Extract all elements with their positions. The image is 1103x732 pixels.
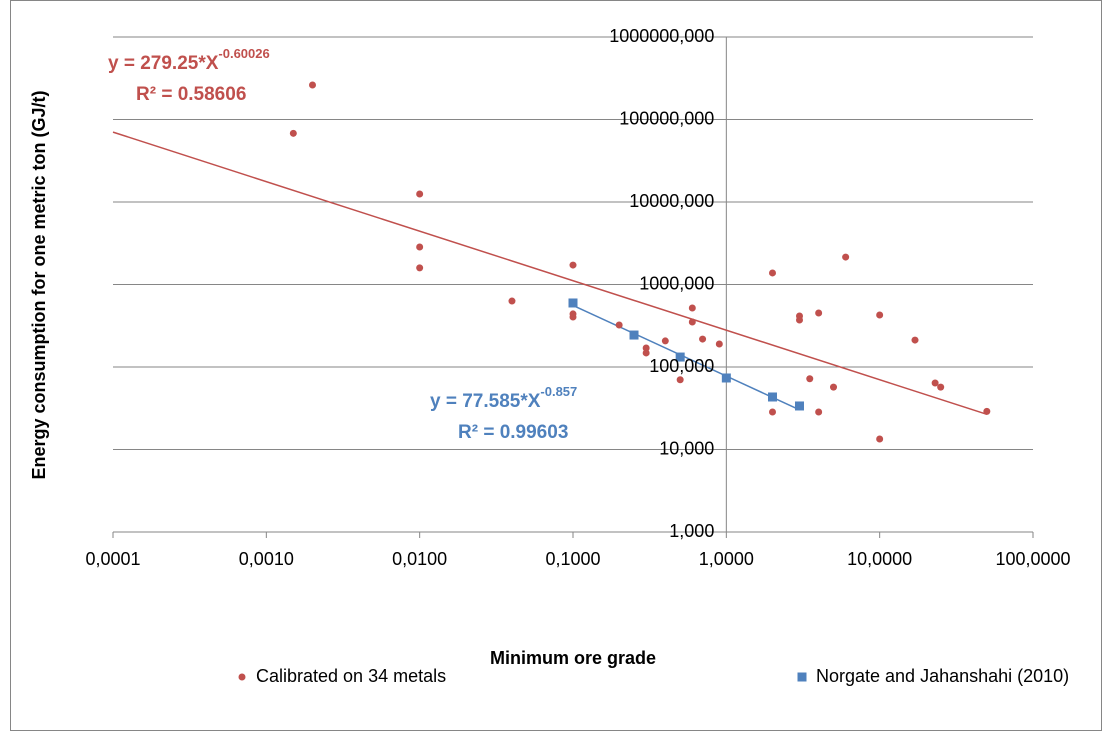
legend-swatch	[797, 672, 807, 682]
equation-exponent: -0.60026	[218, 46, 269, 61]
point	[699, 335, 707, 343]
point	[768, 269, 776, 277]
point	[795, 316, 803, 324]
y-tick-label: 100000,000	[619, 108, 714, 128]
chart-frame	[10, 0, 1102, 731]
trendline	[112, 131, 988, 416]
r-squared: R² = 0.99603	[458, 422, 568, 443]
point	[416, 190, 424, 198]
point	[931, 379, 939, 387]
x-tick-label: 0,1000	[545, 549, 600, 569]
legend-label: Norgate and Jahanshahi (2010)	[816, 666, 1069, 686]
point	[661, 337, 669, 345]
point	[937, 383, 945, 391]
point	[416, 264, 424, 272]
point	[715, 340, 723, 348]
legend-label: Calibrated on 34 metals	[256, 666, 446, 686]
point	[688, 304, 696, 312]
r-squared: R² = 0.58606	[136, 84, 246, 105]
point	[794, 401, 804, 411]
x-tick-label: 0,0001	[85, 549, 140, 569]
point	[815, 309, 823, 317]
point	[768, 408, 776, 416]
point	[289, 129, 297, 137]
plot-area	[112, 81, 991, 443]
point	[876, 311, 884, 319]
point	[688, 318, 696, 326]
point	[983, 407, 991, 415]
point	[629, 330, 639, 340]
x-axis-title: Minimum ore grade	[490, 648, 656, 668]
y-tick-label: 10000,000	[629, 191, 714, 211]
y-tick-label: 1000000,000	[609, 26, 714, 46]
grid	[112, 36, 1034, 538]
point	[569, 261, 577, 269]
point	[675, 352, 685, 362]
point	[642, 349, 650, 357]
trendline	[572, 304, 800, 411]
x-tick-label: 0,0010	[239, 549, 294, 569]
point	[308, 81, 316, 89]
y-axis-title: Energy consumption for one metric ton (G…	[29, 90, 49, 479]
y-tick-label: 1,000	[669, 521, 714, 541]
equation: y = 279.25*X	[108, 53, 219, 74]
trend-equation: y = 77.585*X-0.857	[430, 384, 577, 412]
point	[911, 336, 919, 344]
point	[815, 408, 823, 416]
trend-equation: y = 279.25*X-0.60026	[108, 46, 270, 74]
point	[642, 344, 650, 352]
point	[806, 375, 814, 383]
y-tick-label: 10,000	[659, 438, 714, 458]
point	[676, 376, 684, 384]
x-tick-label: 1,0000	[699, 549, 754, 569]
equation-exponent: -0.857	[540, 384, 577, 399]
point	[416, 243, 424, 251]
point	[721, 373, 731, 383]
point	[569, 313, 577, 321]
equation: y = 77.585*X	[430, 391, 541, 412]
x-tick-label: 0,0100	[392, 549, 447, 569]
point	[568, 298, 578, 308]
x-tick-label: 100,0000	[995, 549, 1070, 569]
y-tick-label: 100,000	[649, 356, 714, 376]
point	[830, 383, 838, 391]
point	[615, 321, 623, 329]
point	[876, 435, 884, 443]
y-tick-label: 1000,000	[639, 273, 714, 293]
legend-swatch	[238, 673, 246, 681]
point	[767, 392, 777, 402]
point	[508, 297, 516, 305]
point	[842, 253, 850, 261]
x-tick-label: 10,0000	[847, 549, 912, 569]
